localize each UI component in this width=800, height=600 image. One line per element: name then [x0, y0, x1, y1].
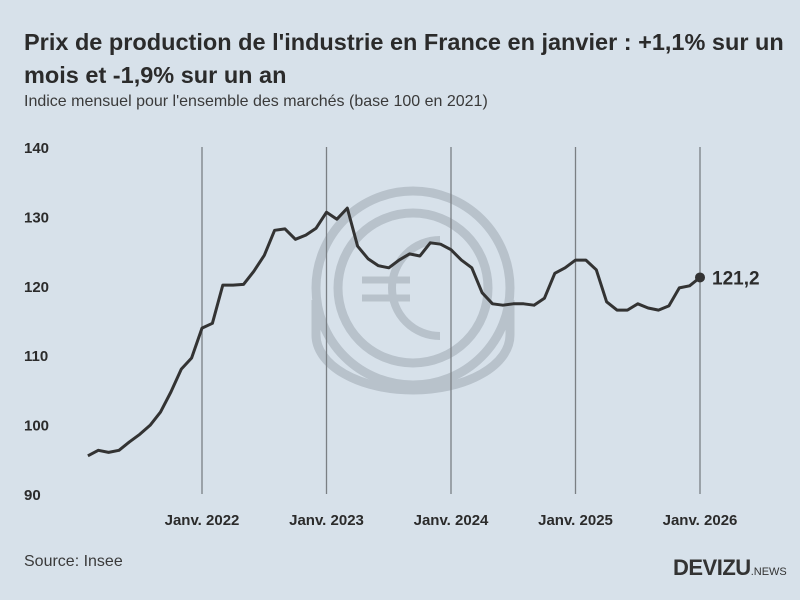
- y-tick-label: 140: [24, 140, 49, 157]
- series-line: [87, 206, 701, 458]
- y-tick-label: 120: [24, 279, 49, 296]
- devizu-logo: DEVIZU.NEWS: [673, 555, 787, 581]
- logo-suffix: .NEWS: [750, 566, 787, 578]
- chart-title: Prix de production de l'industrie en Fra…: [24, 29, 784, 88]
- end-value-label: 121,2: [712, 268, 760, 289]
- x-tick-label: Janv. 2023: [289, 512, 364, 529]
- y-tick-label: 100: [24, 418, 49, 435]
- x-tick-label: Janv. 2025: [538, 512, 613, 529]
- euro-watermark-icon: [311, 186, 515, 395]
- chart-subtitle: Indice mensuel pour l'ensemble des march…: [24, 93, 488, 110]
- end-point-marker: [695, 272, 705, 283]
- logo-main: DEVIZU: [673, 555, 751, 580]
- x-tick-label: Janv. 2026: [663, 512, 738, 529]
- x-tick-label: Janv. 2024: [414, 512, 489, 529]
- y-tick-label: 90: [24, 487, 41, 504]
- source-note: Source: Insee: [24, 553, 123, 570]
- y-tick-label: 130: [24, 209, 49, 226]
- y-tick-label: 110: [24, 348, 48, 365]
- x-tick-label: Janv. 2022: [165, 512, 240, 529]
